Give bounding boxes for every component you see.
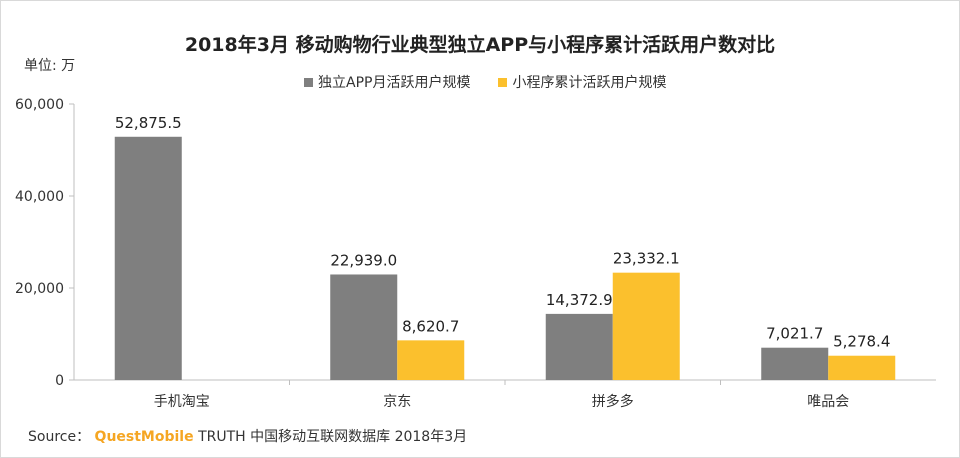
source-prefix: Source： xyxy=(28,429,91,445)
x-tick-label: 手机淘宝 xyxy=(154,394,210,410)
data-label: 14,372.9 xyxy=(546,291,613,309)
x-tick-label: 唯品会 xyxy=(807,394,849,410)
data-label: 52,875.5 xyxy=(115,114,182,132)
source-line: Source： QuestMobile TRUTH 中国移动互联网数据库 201… xyxy=(28,426,467,446)
data-label: 23,332.1 xyxy=(613,250,680,268)
x-tick-label: 拼多多 xyxy=(592,393,634,410)
bar-app xyxy=(114,136,182,380)
bar-miniprogram xyxy=(612,272,680,380)
data-label: 5,278.4 xyxy=(833,333,890,351)
y-tick-label: 40,000 xyxy=(15,189,64,205)
legend-label-miniprogram: 小程序累计活跃用户规模 xyxy=(512,75,667,91)
y-tick-label: 60,000 xyxy=(15,97,64,113)
legend-swatch-miniprogram xyxy=(498,77,508,87)
y-tick-label: 20,000 xyxy=(15,281,64,297)
legend-item-miniprogram: 小程序累计活跃用户规模 xyxy=(498,72,666,92)
data-label: 22,939.0 xyxy=(330,251,397,269)
legend: 独立APP月活跃用户规模 小程序累计活跃用户规模 xyxy=(304,72,666,92)
legend-item-app: 独立APP月活跃用户规模 xyxy=(304,72,470,92)
legend-label-app: 独立APP月活跃用户规模 xyxy=(318,75,471,91)
bar-miniprogram xyxy=(397,340,465,380)
y-tick-label: 0 xyxy=(55,373,64,389)
chart-title: 2018年3月 移动购物行业典型独立APP与小程序累计活跃用户数对比 xyxy=(184,34,776,56)
source-text: TRUTH 中国移动互联网数据库 2018年3月 xyxy=(198,429,468,445)
bar-app xyxy=(761,347,829,380)
data-label: 7,021.7 xyxy=(766,325,823,343)
source-brand: QuestMobile xyxy=(94,429,194,445)
legend-swatch-app xyxy=(304,77,313,87)
bar-miniprogram xyxy=(828,355,896,380)
bar-app xyxy=(545,313,613,380)
data-label: 8,620.7 xyxy=(402,317,459,335)
x-tick-label: 京东 xyxy=(383,394,411,410)
bar-app xyxy=(330,274,398,380)
unit-label: 单位: 万 xyxy=(24,58,76,74)
